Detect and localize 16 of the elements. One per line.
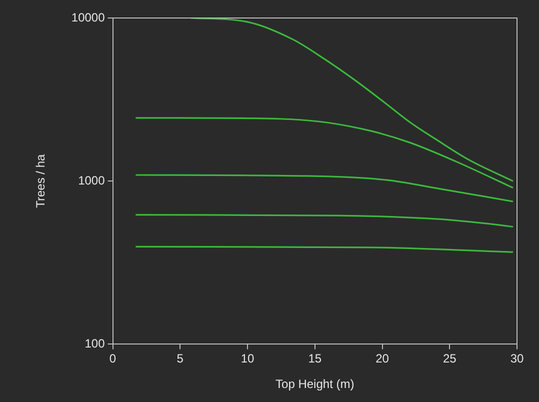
- x-tick-label: 20: [376, 352, 390, 366]
- x-axis-title: Top Height (m): [276, 377, 354, 392]
- y-tick-label: 10000: [71, 10, 106, 24]
- x-tick-label: 30: [510, 352, 524, 366]
- y-axis-title: Trees / ha: [34, 154, 48, 208]
- line-series: [134, 214, 514, 228]
- x-tick-label: 15: [308, 352, 322, 366]
- x-tick-label: 0: [109, 352, 116, 366]
- line-series: [134, 117, 514, 189]
- x-tick-label: 25: [442, 352, 457, 366]
- y-tick-label: 100: [84, 336, 106, 351]
- x-tick-label: 5: [176, 352, 184, 366]
- line-series: [190, 18, 514, 182]
- y-tick-label: 1000: [78, 173, 106, 188]
- line-series: [134, 174, 514, 202]
- x-tick-label: 10: [240, 352, 255, 366]
